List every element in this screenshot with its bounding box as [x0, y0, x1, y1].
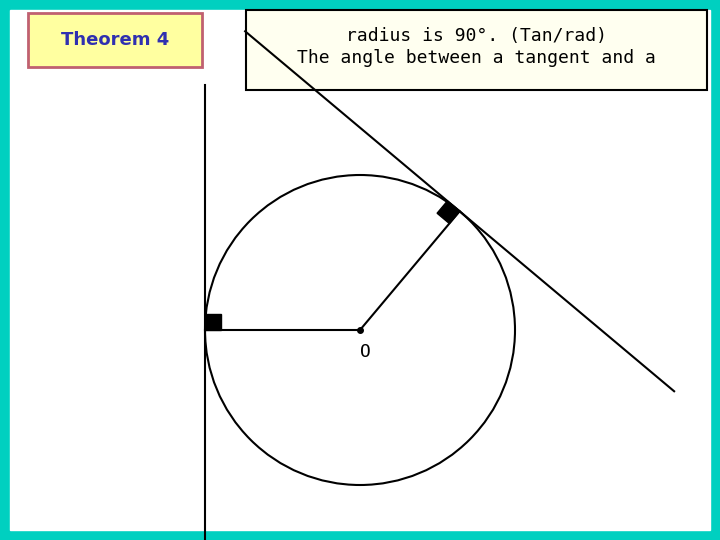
Text: radius is 90°. (Tan/rad): radius is 90°. (Tan/rad) — [346, 27, 607, 45]
Text: Theorem 4: Theorem 4 — [61, 31, 169, 49]
Text: O: O — [359, 343, 370, 361]
FancyBboxPatch shape — [10, 10, 710, 530]
Polygon shape — [437, 201, 459, 224]
FancyBboxPatch shape — [28, 13, 202, 67]
Text: The angle between a tangent and a: The angle between a tangent and a — [297, 49, 656, 67]
FancyBboxPatch shape — [246, 10, 707, 90]
Polygon shape — [205, 314, 221, 330]
